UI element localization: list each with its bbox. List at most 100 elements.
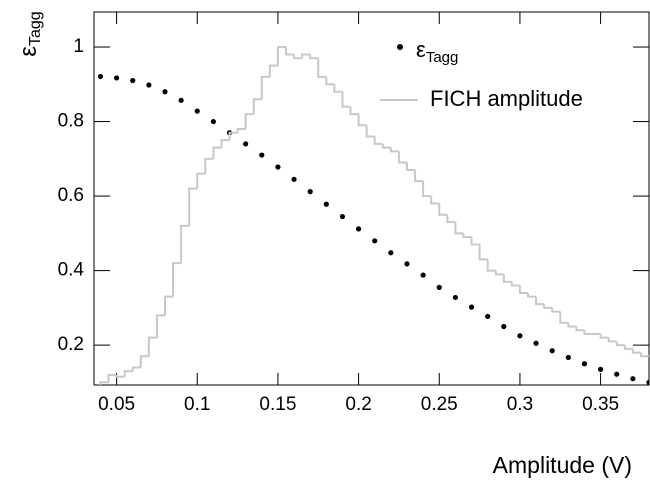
x-tick-label: 0.25 <box>421 394 458 415</box>
data-point <box>614 371 620 377</box>
histogram-bin <box>99 381 109 385</box>
x-tick-label: 0.15 <box>259 394 296 415</box>
data-point <box>388 250 394 256</box>
data-point <box>404 261 410 267</box>
histogram-bin <box>301 53 311 59</box>
histogram-bin <box>599 333 609 339</box>
histogram-bin <box>357 114 367 127</box>
data-point <box>355 226 362 232</box>
histogram-bin <box>252 98 262 115</box>
histogram-bin <box>430 196 440 205</box>
histogram-bin <box>615 341 625 347</box>
histogram-bin <box>462 233 472 239</box>
data-point <box>323 201 329 207</box>
histogram-bin <box>260 75 270 100</box>
histogram-bin <box>381 143 391 149</box>
histogram-bin <box>397 151 407 164</box>
data-point <box>565 354 571 361</box>
data-point <box>97 73 104 80</box>
histogram-bin <box>502 274 512 283</box>
histogram-bin <box>123 370 133 377</box>
x-tick-label: 0.2 <box>345 394 371 415</box>
histogram-bin <box>470 237 480 246</box>
x-axis-label: Amplitude (V) <box>493 452 632 478</box>
data-point <box>436 284 442 290</box>
legend-label: εTagg <box>416 37 458 66</box>
histogram-bin <box>204 157 214 174</box>
legend-subscript: Tagg <box>426 49 459 66</box>
histogram-bin <box>454 222 464 235</box>
histogram-bin <box>115 374 125 378</box>
histogram-bin <box>559 311 569 324</box>
histogram-bin <box>244 113 254 130</box>
histogram-bin <box>349 106 359 116</box>
histogram-bin <box>180 224 190 264</box>
histogram-bin <box>309 54 319 60</box>
data-point <box>307 189 313 195</box>
data-point <box>194 108 200 114</box>
histogram-bin <box>228 131 238 141</box>
histogram-bin <box>414 169 424 183</box>
histogram-bin <box>478 244 488 261</box>
histogram-bin <box>341 91 351 108</box>
data-point <box>291 176 297 182</box>
histogram-bin <box>518 285 528 294</box>
histogram-bin <box>607 337 617 343</box>
histogram-bin <box>284 47 295 56</box>
data-point <box>501 323 507 330</box>
data-point <box>581 361 588 367</box>
data-point <box>146 82 152 88</box>
histogram-bin <box>526 292 537 298</box>
histogram-bin <box>446 214 456 224</box>
histogram-bin <box>551 307 561 313</box>
y-label-subscript: Tagg <box>27 11 44 46</box>
histogram-bin <box>155 314 165 338</box>
histogram-bin <box>535 296 545 306</box>
y-tick-label: 0.6 <box>58 185 84 206</box>
histogram-bin <box>317 58 327 78</box>
data-point <box>162 89 168 95</box>
data-point <box>452 294 458 301</box>
data-point <box>597 366 604 372</box>
data-point <box>178 97 184 103</box>
data-point <box>372 238 378 244</box>
data-point <box>420 272 426 278</box>
y-tick-label: 0.8 <box>58 111 84 132</box>
plot-area <box>97 46 649 385</box>
y-label-symbol: ε <box>15 46 42 57</box>
histogram-bin <box>567 322 577 328</box>
histogram-bin <box>172 262 182 297</box>
plot-frame <box>93 11 650 386</box>
data-point <box>549 348 555 354</box>
histogram-bin <box>131 366 141 372</box>
histogram-bin <box>333 84 343 93</box>
histogram-bin <box>631 348 641 354</box>
data-point <box>259 152 265 158</box>
data-point <box>517 333 523 339</box>
histogram-bin <box>486 259 496 272</box>
x-tick-label: 0.35 <box>582 394 619 415</box>
data-point <box>275 164 281 170</box>
histogram-bin <box>293 54 303 60</box>
data-point <box>210 118 216 125</box>
data-point <box>468 304 475 310</box>
data-point <box>533 340 539 346</box>
x-tick-label: 0.05 <box>98 394 135 415</box>
legend-marker <box>397 44 403 50</box>
histogram-bin <box>438 203 448 216</box>
histogram-bin <box>276 46 286 66</box>
data-point <box>130 77 136 84</box>
histogram-bin <box>107 373 117 383</box>
histogram-bin <box>163 295 174 316</box>
histogram-bin <box>405 162 416 171</box>
data-point <box>339 213 346 220</box>
y-tick-label: 0.4 <box>58 260 85 281</box>
histogram-bin <box>373 136 383 145</box>
histogram-bin <box>236 128 246 133</box>
legend-symbol: ε <box>416 37 426 62</box>
histogram-bin <box>389 147 399 153</box>
data-point <box>243 141 249 147</box>
histogram-bin <box>494 270 504 276</box>
data-point <box>630 376 636 382</box>
